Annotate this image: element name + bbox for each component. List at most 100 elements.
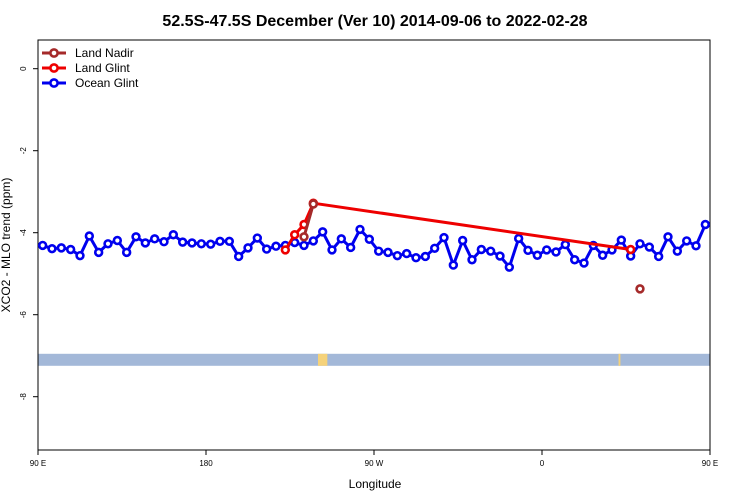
land-ocean-strip xyxy=(38,353,710,366)
data-point xyxy=(439,232,449,243)
data-point xyxy=(47,243,57,254)
data-point xyxy=(373,246,384,256)
data-point xyxy=(383,247,393,258)
data-point xyxy=(327,245,337,255)
data-point xyxy=(392,250,403,261)
data-point xyxy=(112,235,123,246)
data-point xyxy=(681,236,692,246)
chart-title: 52.5S-47.5S December (Ver 10) 2014-09-06… xyxy=(162,13,587,30)
data-point xyxy=(205,239,216,249)
data-point xyxy=(513,233,524,244)
data-point xyxy=(159,237,169,247)
legend-marker xyxy=(49,63,59,73)
series-land-nadir xyxy=(299,199,645,294)
x-tick-label: 90 E xyxy=(30,459,46,468)
land-patch xyxy=(618,353,621,366)
data-point xyxy=(75,250,85,261)
data-point xyxy=(308,236,319,246)
data-point xyxy=(644,242,655,252)
y-tick-label: -4 xyxy=(19,229,28,237)
data-point xyxy=(261,244,272,254)
legend-label: Land Nadir xyxy=(75,46,134,60)
data-point xyxy=(569,255,580,265)
data-point xyxy=(65,244,76,255)
data-point xyxy=(299,240,309,251)
data-point xyxy=(401,248,412,259)
land-patch xyxy=(318,353,328,366)
data-point xyxy=(317,227,328,237)
data-point xyxy=(672,246,683,256)
data-point xyxy=(420,251,431,262)
data-point xyxy=(560,239,571,250)
data-point xyxy=(177,237,188,247)
data-point xyxy=(691,241,701,251)
x-tick-label: 90 E xyxy=(702,459,718,468)
data-point xyxy=(523,245,533,256)
series-line xyxy=(302,203,315,238)
legend-label: Land Glint xyxy=(75,61,130,75)
data-point xyxy=(140,238,151,248)
data-point xyxy=(467,255,477,265)
data-point xyxy=(280,245,291,255)
data-point xyxy=(289,230,300,240)
y-tick-label: -8 xyxy=(19,393,28,401)
data-point xyxy=(495,251,505,261)
data-point xyxy=(196,239,207,249)
data-point xyxy=(93,247,104,258)
data-point xyxy=(215,236,225,247)
data-point xyxy=(579,258,589,268)
data-point xyxy=(121,247,132,258)
x-tick-label: 180 xyxy=(199,459,213,468)
data-point xyxy=(457,235,468,246)
data-point xyxy=(252,233,263,243)
x-axis-label: Longitude xyxy=(349,477,402,491)
data-point xyxy=(616,235,627,245)
data-point xyxy=(271,241,281,251)
data-point xyxy=(56,243,67,253)
data-point xyxy=(476,244,487,255)
data-point xyxy=(187,238,197,248)
data-point xyxy=(597,250,608,260)
data-point xyxy=(233,251,244,262)
data-point xyxy=(411,253,421,263)
data-point xyxy=(551,247,561,257)
y-tick-label: -6 xyxy=(19,311,28,319)
data-point xyxy=(541,245,552,255)
data-point xyxy=(485,246,496,256)
data-point xyxy=(345,242,356,253)
data-point xyxy=(84,231,95,241)
data-point xyxy=(37,240,48,251)
data-point xyxy=(131,232,141,242)
y-axis-label: XCO2 - MLO trend (ppm) xyxy=(0,178,13,313)
data-point xyxy=(635,239,645,249)
legend-label: Ocean Glint xyxy=(75,76,139,90)
legend-marker xyxy=(49,48,59,58)
data-point xyxy=(336,234,347,244)
series-ocean-glint xyxy=(37,219,711,272)
data-point xyxy=(103,239,113,249)
y-tick-label: -2 xyxy=(19,147,28,155)
data-point xyxy=(532,250,543,260)
data-point xyxy=(168,230,179,240)
data-point xyxy=(299,232,309,242)
ocean-strip xyxy=(38,353,710,366)
data-point xyxy=(355,224,365,235)
data-point xyxy=(504,262,515,272)
data-point xyxy=(224,236,235,247)
data-point xyxy=(243,243,253,253)
data-point xyxy=(364,234,375,244)
x-tick-label: 0 xyxy=(540,459,545,468)
data-point xyxy=(663,232,673,242)
data-point xyxy=(429,243,440,253)
data-point xyxy=(308,199,319,209)
data-point xyxy=(653,251,664,262)
data-point xyxy=(149,234,160,244)
data-point xyxy=(635,284,645,294)
y-tick-label: 0 xyxy=(19,66,28,71)
legend-marker xyxy=(49,78,59,88)
data-point xyxy=(700,219,711,230)
data-point xyxy=(625,244,636,255)
x-tick-label: 90 W xyxy=(365,459,384,468)
